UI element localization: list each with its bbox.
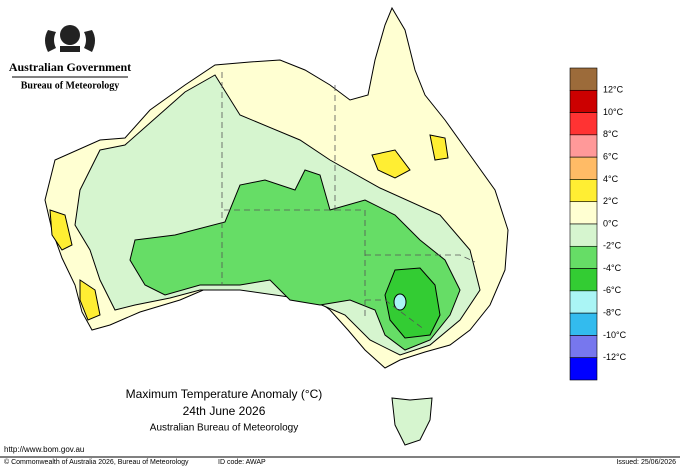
- legend-swatch: [569, 112, 598, 136]
- anomaly-minus4-to-minus6: [384, 267, 441, 339]
- legend-swatch: [569, 67, 598, 91]
- tasmania: [391, 397, 433, 446]
- legend-label: -2°C: [603, 241, 622, 251]
- footer-id-code: ID code: AWAP: [218, 459, 266, 466]
- warm-patch: [371, 149, 411, 179]
- anomaly-minus2-to-minus4: [129, 169, 461, 351]
- legend-swatch: [569, 134, 598, 158]
- legend-label: 2°C: [603, 196, 619, 206]
- warm-patch: [429, 134, 449, 161]
- legend-label: -8°C: [603, 308, 622, 318]
- legend-swatch: [569, 245, 598, 269]
- legend-label: 0°C: [603, 218, 619, 228]
- legend-label: 8°C: [603, 129, 619, 139]
- legend-swatch: [569, 179, 598, 203]
- legend-label: -12°C: [603, 352, 627, 362]
- map-title: Maximum Temperature Anomaly (°C): [126, 387, 323, 401]
- legend-swatch: [569, 268, 598, 292]
- legend-swatch: [569, 335, 598, 359]
- legend-label: 10°C: [603, 107, 624, 117]
- footer-issued: Issued: 25/06/2026: [616, 459, 676, 466]
- legend-swatch: [569, 156, 598, 180]
- warm-patch: [49, 209, 73, 251]
- legend: 12°C 10°C 8°C 6°C 4°C 2°C 0°C -2°C -4°C -6°C -8°C -…: [569, 67, 627, 381]
- bureau-name: Bureau of Meteorology: [21, 80, 120, 91]
- legend-label: 4°C: [603, 174, 619, 184]
- legend-swatch: [569, 223, 598, 247]
- legend-swatch: [569, 312, 598, 336]
- legend-swatch: [569, 357, 598, 381]
- map-source: Australian Bureau of Meteorology: [150, 423, 298, 434]
- australia-map: [44, 6, 509, 446]
- legend-swatch: [569, 201, 598, 225]
- crest: [45, 25, 95, 52]
- legend-label: -10°C: [603, 330, 627, 340]
- government-name: Australian Government: [9, 60, 131, 74]
- legend-label: 12°C: [603, 85, 624, 95]
- state-borders: [221, 72, 476, 331]
- legend-label: 6°C: [603, 152, 619, 162]
- legend-swatch: [569, 89, 598, 113]
- warm-patch: [79, 279, 101, 321]
- legend-label: -4°C: [603, 263, 622, 273]
- legend-label: -6°C: [603, 285, 622, 295]
- legend-swatch: [569, 290, 598, 314]
- footer-copyright: © Commonwealth of Australia 2026, Bureau…: [4, 458, 189, 466]
- footer-url: http://www.bom.gov.au: [4, 445, 84, 454]
- map-date: 24th June 2026: [183, 404, 266, 418]
- anomaly-minus6-to-minus8: [393, 293, 407, 311]
